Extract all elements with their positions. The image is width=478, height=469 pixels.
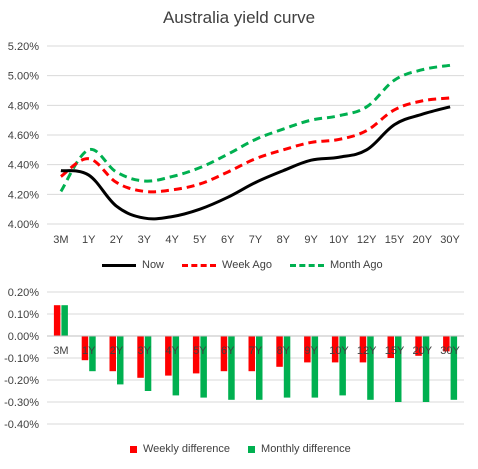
bar-x-tick-label: 5Y — [193, 345, 207, 357]
line-legend: Now Week Ago Month Ago — [102, 259, 383, 271]
bar-weekly-difference — [109, 336, 116, 372]
line-x-tick-label: 15Y — [385, 234, 405, 246]
legend-label-month-ago: Month Ago — [329, 259, 383, 271]
bar-monthly-difference — [172, 336, 180, 396]
legend-label-weekly-difference: Weekly difference — [143, 443, 231, 455]
series-line-now — [60, 105, 451, 221]
line-x-tick-label: 3Y — [138, 234, 152, 246]
line-x-tick-label: 1Y — [82, 234, 96, 246]
bar-monthly-difference — [89, 336, 96, 372]
bar-weekly-difference — [387, 336, 394, 358]
bar-x-tick-label: 7Y — [249, 345, 263, 357]
line-x-tick-label: 7Y — [249, 234, 263, 246]
bar-weekly-difference — [443, 336, 450, 352]
bar-weekly-difference — [304, 336, 311, 363]
legend-item-month-ago: Month Ago — [289, 259, 383, 271]
line-x-tick-label: 10Y — [329, 234, 349, 246]
line-x-tick-label: 9Y — [304, 234, 318, 246]
line-y-tick-label: 5.20% — [8, 41, 39, 53]
bar-monthly-difference — [228, 336, 235, 400]
bar-weekly-difference — [192, 336, 200, 374]
bar-monthly-difference — [311, 336, 319, 398]
legend-swatch-weekly-difference — [130, 445, 137, 453]
bar-x-tick-label: 30Y — [440, 345, 460, 357]
bar-legend: Weekly difference Monthly difference — [130, 443, 351, 455]
bar-weekly-difference — [137, 336, 144, 378]
bar-monthly-difference — [144, 336, 152, 391]
bar-y-tick-label: 0.10% — [8, 309, 39, 321]
line-y-tick-label: 4.00% — [8, 219, 39, 231]
bar-x-tick-label: 6Y — [221, 345, 235, 357]
legend-label-now: Now — [142, 259, 165, 271]
line-x-tick-label: 8Y — [277, 234, 291, 246]
series-line-month-ago — [59, 63, 451, 193]
bar-weekly-difference — [53, 305, 61, 336]
legend-swatch-month-ago — [289, 263, 324, 267]
bar-monthly-difference — [367, 336, 374, 400]
legend-swatch-now — [102, 263, 136, 267]
bar-x-tick-label: 4Y — [165, 345, 179, 357]
line-x-tick-label: 4Y — [165, 234, 179, 246]
bar-x-tick-label: 8Y — [277, 345, 291, 357]
bar-x-tick-label: 12Y — [357, 345, 377, 357]
bar-x-tick-label: 2Y — [110, 345, 124, 357]
bar-weekly-difference — [415, 336, 422, 356]
line-x-tick-label: 2Y — [110, 234, 124, 246]
chart-title: Australia yield curve — [162, 8, 316, 27]
bar-x-tick-label: 9Y — [304, 345, 318, 357]
bar-monthly-difference — [61, 305, 68, 336]
bar-weekly-difference — [359, 336, 367, 363]
line-x-tick-label: 12Y — [357, 234, 377, 246]
bar-weekly-difference — [331, 336, 339, 363]
bar-x-tick-label: 15Y — [385, 345, 405, 357]
bar-weekly-difference — [220, 336, 228, 372]
bar-x-tick-label: 1Y — [82, 345, 96, 357]
bar-weekly-difference — [248, 336, 255, 372]
bar-monthly-difference — [200, 336, 207, 398]
line-x-tick-label: 6Y — [221, 234, 235, 246]
bar-monthly-difference — [422, 336, 430, 402]
legend-label-monthly-difference: Monthly difference — [261, 443, 351, 455]
line-x-tick-label: 3M — [53, 234, 68, 246]
bar-x-tick-label: 3M — [53, 345, 68, 357]
line-x-tick-label: 20Y — [413, 234, 433, 246]
bar-weekly-difference — [81, 336, 89, 361]
line-x-tick-label: 30Y — [440, 234, 460, 246]
bar-y-tick-label: -0.30% — [4, 397, 39, 409]
legend-label-week-ago: Week Ago — [222, 259, 272, 271]
bar-y-tick-label: 0.20% — [8, 287, 39, 299]
line-y-tick-label: 5.00% — [8, 71, 39, 83]
line-y-tick-label: 4.20% — [8, 189, 39, 201]
bar-x-tick-label: 20Y — [413, 345, 433, 357]
bar-weekly-difference — [165, 336, 172, 376]
legend-swatch-week-ago — [182, 263, 217, 267]
line-y-tick-label: 4.40% — [8, 160, 39, 172]
series-line-week-ago — [59, 96, 451, 194]
bar-weekly-difference — [276, 336, 283, 367]
bar-y-tick-label: 0.00% — [8, 331, 39, 343]
legend-item-weekly-difference: Weekly difference — [130, 443, 230, 455]
bar-y-tick-label: -0.20% — [4, 375, 39, 387]
bar-monthly-difference — [283, 336, 291, 398]
bar-monthly-difference — [256, 336, 263, 400]
legend-item-now: Now — [102, 259, 164, 271]
bar-monthly-difference — [117, 336, 124, 385]
bar-y-tick-label: -0.10% — [4, 353, 39, 365]
line-y-tick-label: 4.80% — [8, 100, 39, 112]
bar-x-tick-label: 10Y — [329, 345, 349, 357]
line-y-tick-label: 4.60% — [8, 130, 39, 142]
bar-monthly-difference — [339, 336, 346, 396]
bar-monthly-difference — [395, 336, 402, 402]
bar-y-tick-label: -0.40% — [4, 419, 39, 431]
bar-monthly-difference — [450, 336, 458, 400]
line-x-tick-label: 5Y — [193, 234, 207, 246]
legend-item-monthly-difference: Monthly difference — [248, 443, 351, 455]
bar-x-tick-label: 3Y — [138, 345, 152, 357]
legend-item-week-ago: Week Ago — [182, 259, 272, 271]
legend-swatch-monthly-difference — [248, 445, 256, 453]
